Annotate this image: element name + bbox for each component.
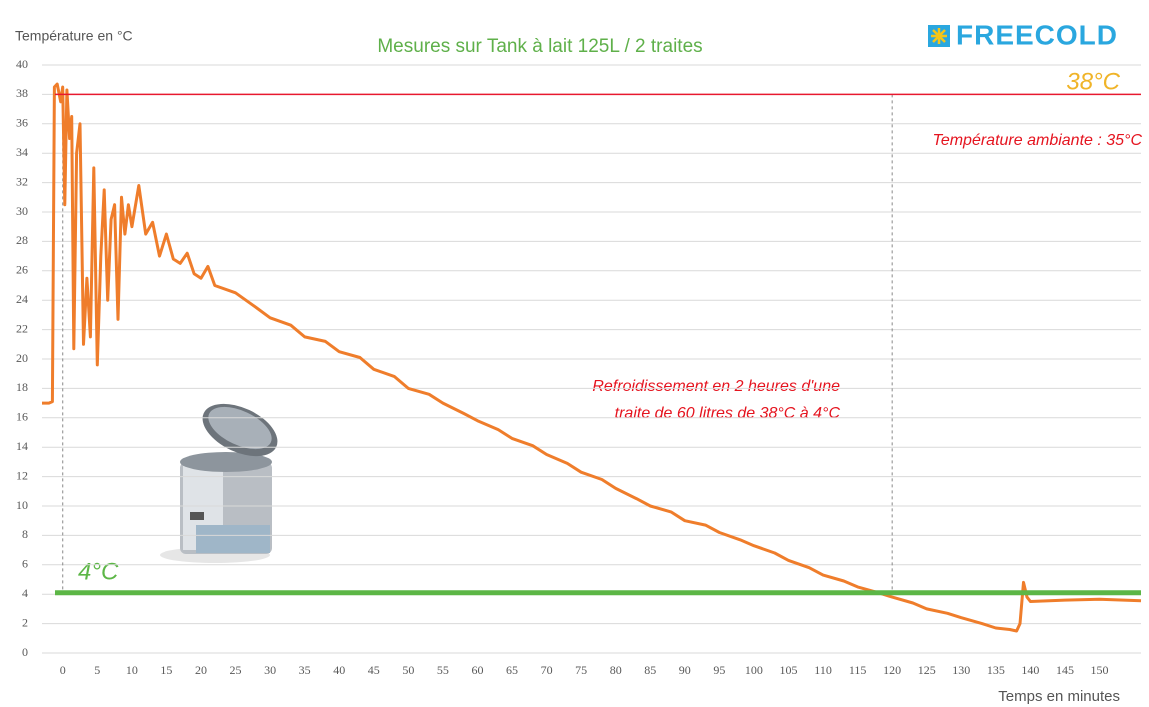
chart: Température en °C Mesures sur Tank à lai… [0,0,1149,707]
y-tick-label: 26 [16,263,28,277]
x-tick-label: 150 [1091,663,1109,677]
annotation: 4°C [78,558,119,585]
x-tick-label: 40 [333,663,345,677]
x-tick-label: 20 [195,663,207,677]
y-tick-label: 40 [16,57,28,71]
x-tick-label: 75 [575,663,587,677]
y-tick-label: 2 [22,615,28,629]
x-tick-label: 50 [402,663,414,677]
x-tick-label: 60 [471,663,483,677]
x-tick-label: 55 [437,663,449,677]
x-tick-label: 80 [610,663,622,677]
y-tick-label: 22 [16,321,28,335]
x-tick-label: 100 [745,663,763,677]
y-tick-label: 12 [16,468,28,482]
x-tick-label: 25 [230,663,242,677]
x-tick-label: 85 [644,663,656,677]
y-tick-label: 8 [22,527,28,541]
x-tick-label: 70 [541,663,553,677]
y-tick-label: 30 [16,204,28,218]
y-tick-label: 36 [16,116,28,130]
x-tick-label: 30 [264,663,276,677]
x-tick-label: 10 [126,663,138,677]
logo-snowflake [931,28,947,44]
y-tick-label: 28 [16,233,28,247]
x-tick-label: 15 [160,663,172,677]
background [0,0,1149,707]
x-tick-label: 110 [814,663,832,677]
annotation: Température ambiante : 35°C [933,132,1143,149]
x-tick-label: 105 [779,663,797,677]
x-tick-label: 140 [1021,663,1039,677]
y-tick-label: 6 [22,557,28,571]
logo-text: FREECOLD [956,19,1118,50]
y-tick-label: 4 [22,586,28,600]
logo: FREECOLD [928,19,1118,50]
y-tick-label: 34 [16,145,28,159]
x-tick-label: 90 [679,663,691,677]
x-tick-label: 35 [299,663,311,677]
annotation: 38°C [1066,68,1120,95]
x-tick-label: 135 [987,663,1005,677]
y-tick-label: 20 [16,351,28,365]
y-tick-label: 38 [16,86,28,100]
chart-title: Mesures sur Tank à lait 125L / 2 traites [377,36,702,57]
x-tick-label: 130 [952,663,970,677]
x-tick-label: 65 [506,663,518,677]
annotation: traite de 60 litres de 38°C à 4°C [615,405,841,422]
x-tick-label: 95 [713,663,725,677]
y-axis-label: Température en °C [15,28,133,44]
y-tick-label: 0 [22,645,28,659]
x-tick-label: 120 [883,663,901,677]
x-tick-label: 125 [918,663,936,677]
annotation: Refroidissement en 2 heures d'une [592,378,840,395]
y-tick-label: 16 [16,410,28,424]
x-tick-label: 115 [849,663,867,677]
y-tick-label: 18 [16,380,28,394]
x-tick-label: 0 [60,663,66,677]
y-tick-label: 10 [16,498,28,512]
x-tick-label: 145 [1056,663,1074,677]
y-tick-label: 14 [16,439,28,453]
x-tick-label: 5 [94,663,100,677]
x-tick-label: 45 [368,663,380,677]
x-axis-label: Temps en minutes [998,688,1120,705]
y-tick-label: 32 [16,174,28,188]
y-tick-label: 24 [16,292,28,306]
